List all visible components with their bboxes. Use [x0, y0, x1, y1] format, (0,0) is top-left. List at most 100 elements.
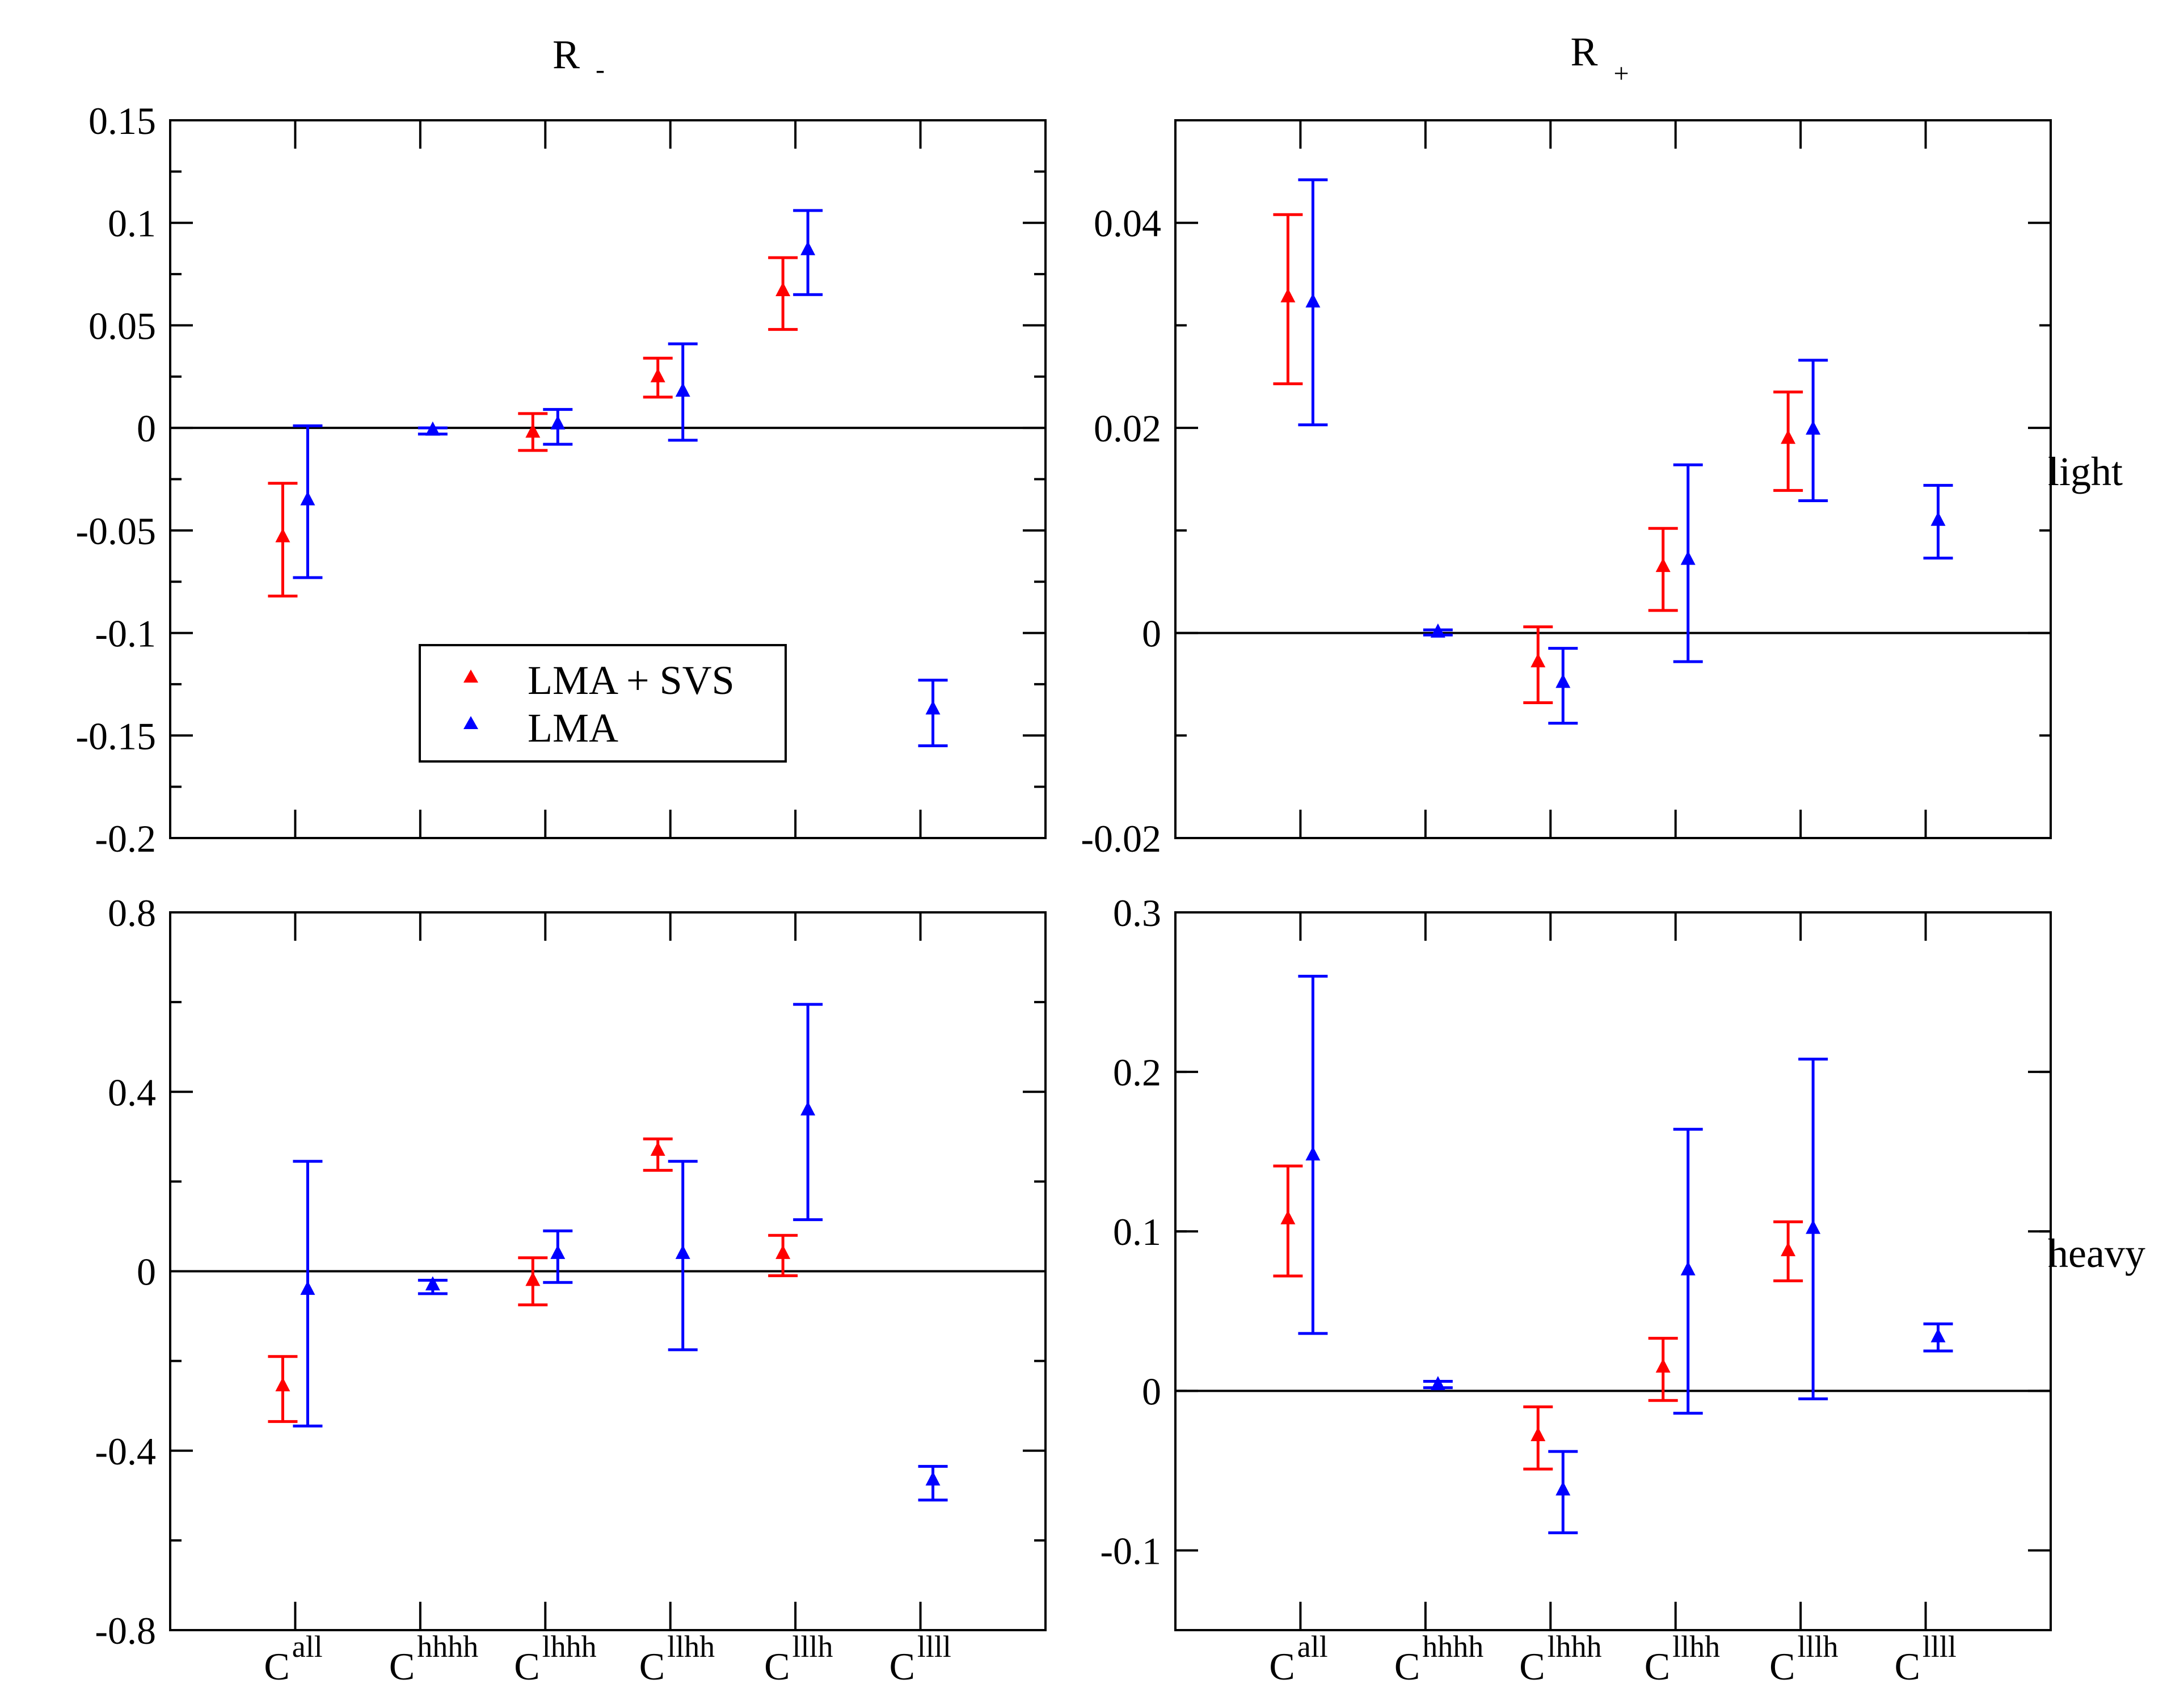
bottom-right-ytick-label: 0.2 — [1113, 1051, 1161, 1094]
x-label-right-sup: hhhh — [1422, 1630, 1483, 1664]
bottom-left-marker-lma — [300, 1281, 315, 1295]
x-label-right-base: C — [1519, 1645, 1545, 1688]
bottom-left-marker-lma-svs — [275, 1377, 290, 1392]
top-left-marker-lma — [550, 415, 566, 430]
x-label-left-all: Call — [264, 1630, 322, 1688]
bottom-right-marker-lma-svs — [1781, 1241, 1796, 1256]
bottom-right-marker-lma — [1430, 1376, 1445, 1391]
x-labels-right: Call Chhhh Clhhh Cllhh Clllh Cllll — [1269, 1630, 1957, 1688]
top-left-marker-lma — [300, 491, 315, 506]
x-label-left-sup: llhh — [667, 1630, 715, 1664]
top-right-frame — [1174, 119, 2052, 839]
x-label-left-sup: lllh — [792, 1630, 833, 1664]
bottom-right-marker-lma — [1930, 1328, 1946, 1342]
x-label-left-sup: hhhh — [417, 1630, 478, 1664]
top-left-marker-lma-svs — [525, 423, 541, 438]
bottom-right-marker-lma — [1305, 1146, 1321, 1161]
top-left-marker-lma-svs — [775, 281, 791, 296]
top-left-marker-lma-svs — [650, 368, 665, 382]
bottom-right-ytick-label: 0.3 — [1113, 891, 1161, 934]
bottom-right-marker-lma-svs — [1531, 1427, 1546, 1442]
top-left-marker-lma — [925, 700, 941, 715]
top-right-ytick-label: 0.02 — [1094, 407, 1161, 450]
x-label-right-sup: lhhh — [1548, 1630, 1602, 1664]
x-label-right-sup: all — [1297, 1630, 1328, 1664]
bottom-right-marker-lma-svs — [1655, 1358, 1671, 1373]
top-right-marker-lma — [1930, 511, 1946, 526]
legend-box — [419, 644, 787, 763]
top-right-marker-lma-svs — [1531, 653, 1546, 668]
top-left-ytick-label: -0.2 — [95, 817, 156, 860]
panel-top-right: 0.04 0.02 0 -0.02 — [1081, 119, 2052, 860]
row-label-light: light — [2048, 449, 2123, 494]
legend-label-lma: LMA — [528, 705, 618, 751]
bottom-right-marker-lma — [1555, 1481, 1571, 1496]
top-left-marker-lma-svs — [275, 528, 290, 542]
x-label-left-llhh: Cllhh — [639, 1630, 715, 1688]
bottom-right-ytick-label: -0.1 — [1100, 1529, 1161, 1572]
bottom-left-marker-lma-svs — [775, 1244, 791, 1259]
bottom-right-marker-lma — [1806, 1219, 1821, 1234]
x-label-right-all: Call — [1269, 1630, 1327, 1688]
row-label-heavy: heavy — [2048, 1231, 2145, 1276]
title-r-plus-sub: + — [1613, 58, 1629, 89]
top-left-marker-lma — [425, 421, 440, 436]
bottom-right-ytick-label: 0.1 — [1113, 1210, 1161, 1253]
panel-bottom-left: 0.8 0.4 0 -0.4 -0.8 — [95, 891, 1047, 1652]
x-label-left-base: C — [639, 1645, 665, 1688]
x-label-right-llll: Cllll — [1895, 1630, 1957, 1688]
top-left-ytick-label: 0.1 — [108, 202, 156, 245]
bottom-left-marker-lma-svs — [650, 1142, 665, 1156]
x-label-right-llhh: Cllhh — [1645, 1630, 1720, 1688]
top-left-ytick-label: 0.05 — [88, 304, 156, 347]
x-label-right-base: C — [1769, 1645, 1795, 1688]
x-label-left-base: C — [264, 1645, 289, 1688]
top-right-marker-lma — [1555, 673, 1571, 688]
bottom-left-ytick-label: 0.8 — [108, 891, 156, 934]
legend-marker-lma — [463, 716, 478, 729]
x-label-left-base: C — [514, 1645, 539, 1688]
top-right-marker-lma — [1680, 550, 1696, 565]
bottom-left-marker-lma — [925, 1471, 941, 1486]
panel-top-left: 0.15 0.1 0.05 0 -0.05 -0.1 -0.15 -0.2 — [75, 99, 1047, 860]
top-left-ytick-label: 0.15 — [88, 99, 156, 142]
bottom-left-ytick-label: -0.4 — [95, 1430, 156, 1473]
x-label-right-base: C — [1269, 1645, 1295, 1688]
legend-label-lma-svs: LMA + SVS — [528, 658, 735, 703]
x-label-left-hhhh: Chhhh — [389, 1630, 478, 1688]
x-labels-left: Call Chhhh Clhhh Cllhh Clllh Cllll — [264, 1630, 951, 1688]
x-label-left-lllh: Clllh — [764, 1630, 833, 1688]
panel-bottom-right: 0.3 0.2 0.1 0 -0.1 — [1100, 891, 2052, 1631]
top-left-ytick-label: -0.1 — [95, 612, 156, 655]
bottom-left-marker-lma — [800, 1101, 816, 1115]
x-label-left-base: C — [889, 1645, 915, 1688]
top-right-ytick-label: 0 — [1142, 612, 1161, 655]
x-label-right-lhhh: Clhhh — [1519, 1630, 1601, 1688]
top-right-marker-lma-svs — [1280, 288, 1296, 302]
bottom-left-marker-lma-svs — [525, 1272, 541, 1286]
x-label-right-lllh: Clllh — [1769, 1630, 1838, 1688]
x-label-left-sup: lhhh — [542, 1630, 597, 1664]
top-right-ytick-label: 0.04 — [1094, 202, 1161, 245]
top-right-marker-lma-svs — [1781, 430, 1796, 444]
bottom-left-marker-lma — [675, 1244, 690, 1259]
x-label-left-base: C — [764, 1645, 790, 1688]
bottom-left-ytick-label: 0.4 — [108, 1071, 156, 1114]
x-label-right-sup: lllh — [1798, 1630, 1839, 1664]
x-label-right-hhhh: Chhhh — [1394, 1630, 1483, 1688]
x-label-left-sup: all — [292, 1630, 323, 1664]
x-label-right-base: C — [1394, 1645, 1420, 1688]
x-label-right-base: C — [1645, 1645, 1670, 1688]
bottom-left-marker-lma — [550, 1244, 566, 1259]
top-right-ytick-label: -0.02 — [1081, 817, 1161, 860]
x-label-left-llll: Cllll — [889, 1630, 951, 1688]
bottom-left-ytick-label: -0.8 — [95, 1609, 156, 1652]
bottom-right-ytick-label: 0 — [1142, 1370, 1161, 1413]
x-label-left-sup: llll — [917, 1630, 951, 1664]
legend: LMA + SVS LMA — [419, 644, 787, 763]
title-r-plus-base: R — [1570, 29, 1597, 74]
x-label-left-lhhh: Clhhh — [514, 1630, 596, 1688]
title-r-plus: R + — [1570, 29, 1629, 89]
top-right-marker-lma-svs — [1655, 558, 1671, 573]
